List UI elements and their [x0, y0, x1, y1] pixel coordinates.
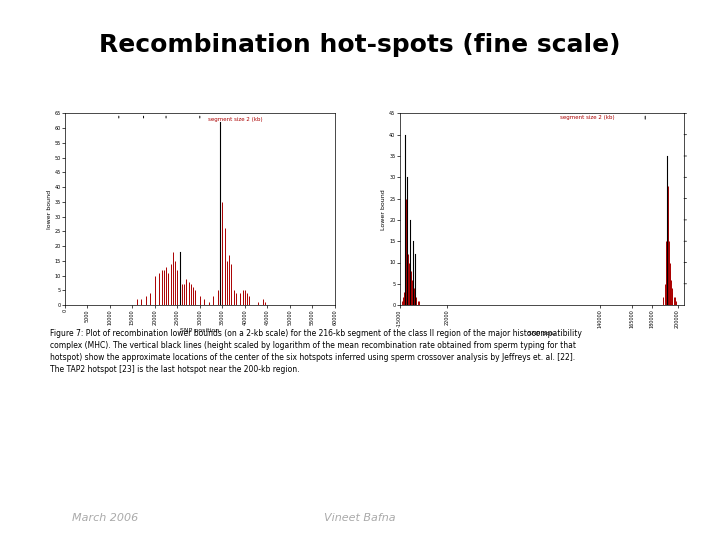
Text: Recombination hot-spots (fine scale): Recombination hot-spots (fine scale)	[99, 33, 621, 57]
Text: Vineet Bafna: Vineet Bafna	[324, 514, 396, 523]
Text: March 2006: March 2006	[72, 514, 138, 523]
Text: segment size 2 (kb): segment size 2 (kb)	[559, 115, 614, 120]
Y-axis label: Lower bound: Lower bound	[382, 189, 387, 230]
Y-axis label: lower bound: lower bound	[47, 190, 52, 229]
X-axis label: SNP pos.: SNP pos.	[528, 331, 556, 336]
X-axis label: SNP position: SNP position	[180, 328, 220, 333]
Text: Figure 7: Plot of recombination lower bounds (on a 2-kb scale) for the 216-kb se: Figure 7: Plot of recombination lower bo…	[50, 329, 582, 374]
Text: segment size 2 (kb): segment size 2 (kb)	[209, 117, 263, 122]
